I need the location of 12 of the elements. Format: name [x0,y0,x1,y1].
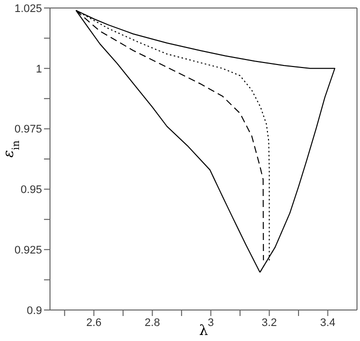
x-tick-label: 3.4 [320,316,336,329]
y-tick-label: 1 [36,63,42,76]
x-tick-label: 2.6 [86,316,102,329]
y-tick-label: 0.925 [14,244,42,257]
x-tick-label: 3 [208,316,214,329]
y-tick-label: 0.975 [14,124,42,136]
x-tick-label: 2.8 [144,316,160,329]
y-tick-label: 0.9 [26,304,42,317]
y-tick-label: 1.025 [14,2,42,15]
x-axis-title: λ [199,323,208,339]
x-tick-label: 3.2 [262,316,277,329]
y-tick-label: 0.95 [20,184,42,196]
